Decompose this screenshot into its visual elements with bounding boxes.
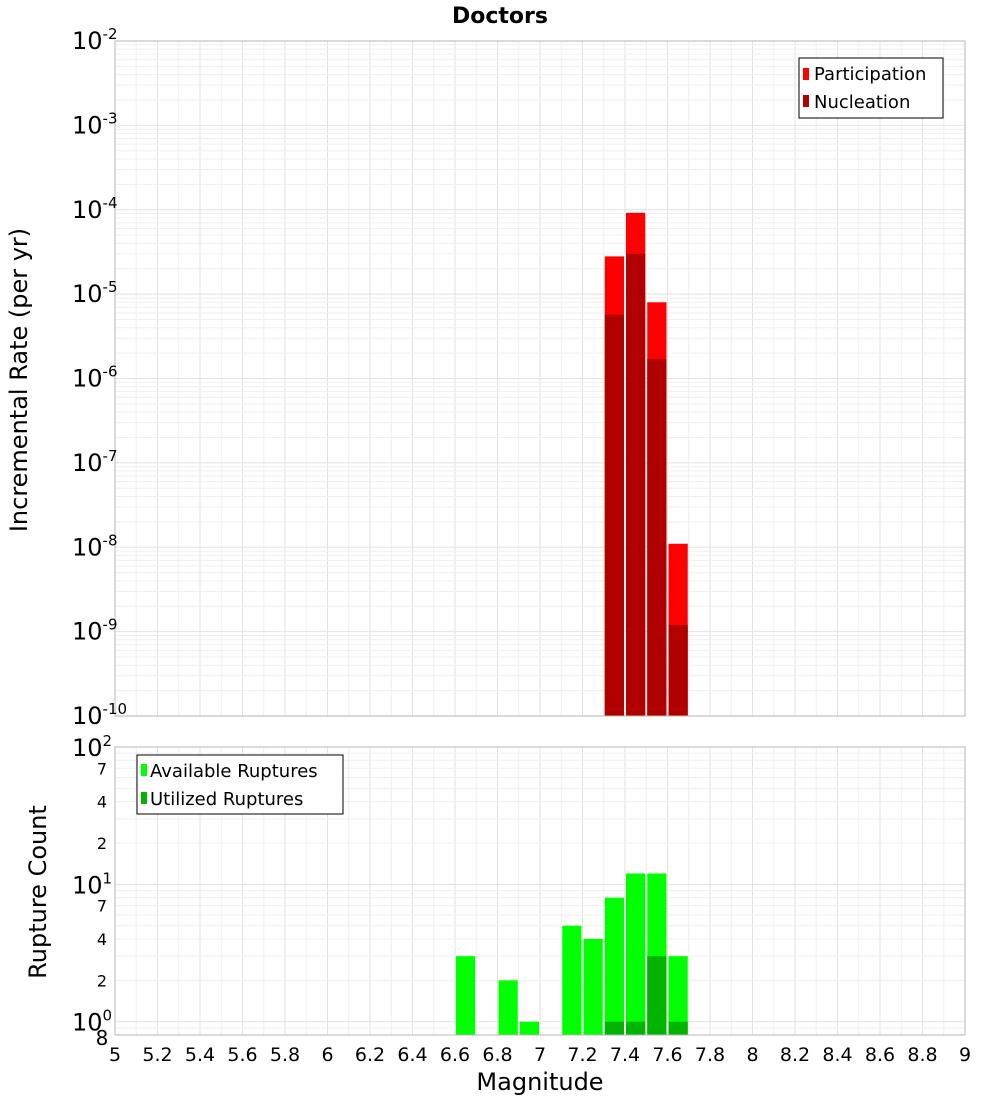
- bar-utilized-ruptures: [668, 1021, 688, 1035]
- count-y-minor-tick-label: 7: [97, 759, 107, 778]
- rate-y-tick-label: 10-8: [72, 531, 118, 561]
- rate-legend: Participation Nucleation: [798, 57, 944, 119]
- x-tick-label: 7.8: [695, 1044, 725, 1066]
- bar-utilized-ruptures: [604, 1021, 624, 1035]
- bar-nucleation: [668, 624, 688, 716]
- legend-swatch-available: [141, 764, 147, 776]
- x-tick-label: 6: [321, 1044, 333, 1066]
- top-plot-frame: [114, 40, 966, 717]
- chart-title: Doctors: [452, 4, 548, 29]
- top-plot-grid: [114, 41, 966, 717]
- rate-y-tick-label: 10-10: [72, 700, 127, 730]
- x-tick-label: 5.4: [185, 1044, 215, 1066]
- legend-label-participation: Participation: [814, 64, 926, 85]
- x-tick-label: 6.8: [482, 1044, 512, 1066]
- bar-utilized-ruptures: [626, 1021, 646, 1035]
- rate-y-tick-label: 10-6: [72, 363, 118, 393]
- legend-label-utilized: Utilized Ruptures: [150, 789, 303, 810]
- bar-available-ruptures: [456, 956, 476, 1035]
- x-tick-label: 5.2: [142, 1044, 172, 1066]
- count-y-minor-tick-label: 4: [97, 930, 107, 949]
- legend-label-available: Available Ruptures: [150, 761, 318, 782]
- x-tick-label: 8.4: [822, 1044, 852, 1066]
- bottom-plot-frame: [114, 746, 966, 1036]
- count-y-axis-label: Rupture Count: [24, 805, 52, 979]
- bar-nucleation: [647, 359, 667, 716]
- x-tick-label: 8.2: [780, 1044, 810, 1066]
- rate-bars: [604, 212, 688, 716]
- bar-available-ruptures: [626, 873, 646, 1035]
- x-tick-label: 9: [959, 1044, 971, 1066]
- magnitude-x-axis-ticks: 5 5.2 5.4 5.6 5.8 6 6.2 6.4 6.6 6.8 7 7.2 7.4 7.6 7.8 8…: [109, 1044, 971, 1066]
- legend-swatch-participation: [803, 68, 809, 80]
- bar-available-ruptures: [583, 939, 603, 1035]
- legend-swatch-nucleation: [803, 95, 809, 107]
- rate-y-axis-label: Incremental Rate (per yr): [5, 228, 33, 532]
- legend-swatch-utilized: [141, 792, 147, 804]
- rate-y-axis-ticks: 10-10 10-9 10-8 10-7 10-6 10-5 10-4 10-3 10-2: [72, 25, 127, 730]
- x-tick-label: 6.6: [440, 1044, 470, 1066]
- count-y-minor-tick-label: 4: [97, 793, 107, 812]
- bar-nucleation: [626, 253, 646, 716]
- bar-available-ruptures: [498, 980, 518, 1035]
- x-tick-label: 8: [746, 1044, 758, 1066]
- rate-legend-box: [798, 57, 944, 119]
- x-tick-label: 8.8: [907, 1044, 937, 1066]
- count-y-tick-label: 100: [72, 1007, 112, 1037]
- x-tick-label: 7.4: [610, 1044, 640, 1066]
- x-tick-label: 7: [534, 1044, 546, 1066]
- bar-nucleation: [604, 314, 624, 716]
- x-tick-label: 5: [109, 1044, 121, 1066]
- rate-y-tick-label: 10-5: [72, 278, 118, 308]
- count-y-minor-tick-label: 2: [97, 971, 107, 990]
- count-legend: Available Ruptures Utilized Ruptures: [136, 754, 344, 815]
- x-tick-label: 6.4: [397, 1044, 427, 1066]
- x-axis-label: Magnitude: [476, 1068, 603, 1096]
- count-bars: [456, 873, 688, 1035]
- x-tick-label: 5.6: [227, 1044, 257, 1066]
- bar-available-ruptures: [519, 1021, 539, 1035]
- rate-y-tick-label: 10-9: [72, 616, 118, 646]
- count-legend-box: [136, 754, 344, 815]
- x-tick-label: 5.8: [270, 1044, 300, 1066]
- count-y-minor-tick-label: 7: [97, 897, 107, 916]
- x-tick-label: 8.6: [865, 1044, 895, 1066]
- x-tick-label: 7.6: [652, 1044, 682, 1066]
- bar-available-ruptures: [668, 956, 688, 1035]
- bar-available-ruptures: [604, 897, 624, 1035]
- x-tick-label: 6.2: [355, 1044, 385, 1066]
- count-y-minor-tick-label: 8: [96, 1026, 109, 1050]
- rate-y-tick-label: 10-4: [72, 194, 118, 224]
- x-tick-label: 7.2: [567, 1044, 597, 1066]
- count-y-tick-label: 102: [72, 732, 112, 762]
- bar-available-ruptures: [562, 925, 582, 1035]
- legend-label-nucleation: Nucleation: [814, 92, 910, 113]
- rate-y-tick-label: 10-2: [72, 25, 118, 55]
- bar-utilized-ruptures: [647, 956, 667, 1035]
- count-y-tick-label: 101: [72, 869, 112, 899]
- count-y-axis-ticks: 100 101 102 8 2 4 7 2 4 7: [72, 732, 112, 1050]
- rate-y-tick-label: 10-3: [72, 109, 118, 139]
- rate-y-tick-label: 10-7: [72, 447, 118, 477]
- count-y-minor-tick-label: 2: [97, 834, 107, 853]
